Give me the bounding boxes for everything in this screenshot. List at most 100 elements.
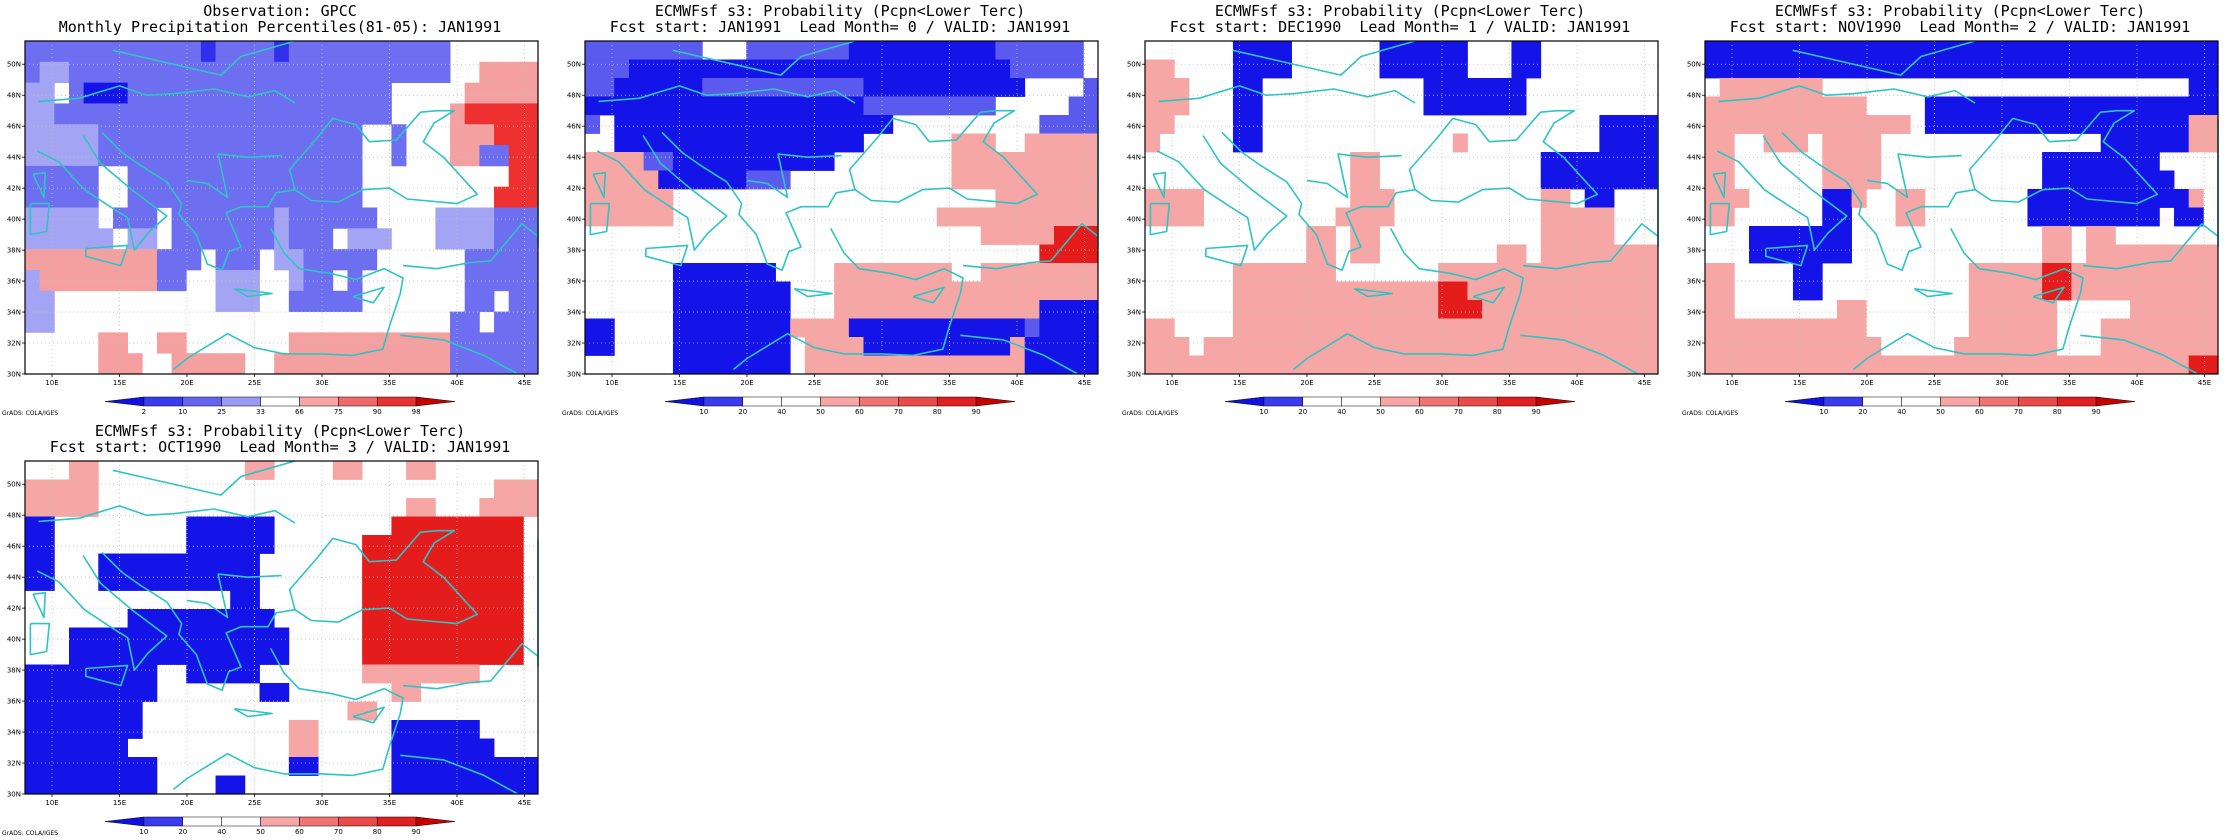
grid-cell bbox=[936, 300, 952, 319]
coastline bbox=[29, 202, 51, 236]
map-plot: 10E 15E 20E 25E 30E 35E 40E 45E50N48N46N44N42N4… bbox=[1687, 40, 2219, 416]
grid-cell bbox=[376, 590, 392, 610]
grid-cell bbox=[980, 281, 996, 301]
grid-cell bbox=[1526, 318, 1542, 338]
grid-cell bbox=[995, 189, 1011, 208]
grid-cell bbox=[1024, 59, 1040, 79]
grid-cell bbox=[39, 553, 55, 573]
grid-cell bbox=[672, 263, 688, 282]
grid-cell bbox=[834, 59, 850, 79]
grid-cell bbox=[834, 133, 850, 153]
grid-cell bbox=[25, 535, 41, 554]
grid-cell bbox=[127, 249, 143, 271]
grads-credit: GrADS: COLA/IGES bbox=[1122, 410, 1179, 417]
grid-cell bbox=[585, 41, 601, 60]
grid-cell bbox=[628, 78, 645, 97]
grid-cell bbox=[1807, 355, 1823, 375]
grid-cell bbox=[25, 572, 41, 591]
grid-cell bbox=[523, 290, 539, 312]
grid-cell bbox=[450, 646, 466, 665]
coastline bbox=[101, 551, 296, 692]
grid-cell bbox=[450, 535, 466, 554]
grid-cell bbox=[1379, 300, 1395, 319]
grid-cell bbox=[819, 59, 835, 79]
grid-cell bbox=[2042, 152, 2058, 171]
coastline bbox=[101, 131, 296, 272]
grid-cell bbox=[1482, 96, 1498, 116]
grid-cell bbox=[1836, 244, 1852, 264]
grid-cell bbox=[39, 720, 55, 739]
panel-title: ECMWFsf s3: Probability (Pcpn<Lower Terc… bbox=[94, 422, 466, 440]
grid-cell bbox=[2188, 189, 2204, 208]
coastline bbox=[962, 223, 1099, 270]
grid-cell bbox=[2100, 318, 2116, 338]
grid-cell bbox=[391, 757, 407, 776]
grid-cell bbox=[112, 738, 128, 758]
grid-cell bbox=[672, 41, 688, 60]
grid-cell bbox=[376, 646, 392, 665]
lat-tick-label: 42N bbox=[1127, 185, 1141, 193]
grid-cell bbox=[1895, 115, 1911, 134]
grid-cell bbox=[1836, 96, 1852, 116]
coastline bbox=[38, 85, 296, 104]
grid-cell bbox=[1778, 59, 1794, 79]
grid-cell bbox=[2071, 189, 2087, 208]
lon-tick-label: 20E bbox=[740, 379, 753, 387]
grid-cell bbox=[614, 207, 630, 227]
coastlines bbox=[29, 460, 539, 795]
grid-cell bbox=[951, 133, 967, 153]
grid-cell bbox=[230, 269, 246, 292]
grid-cell bbox=[244, 165, 260, 188]
grid-cell bbox=[1232, 337, 1248, 356]
grid-cell bbox=[25, 311, 41, 333]
grid-cell bbox=[230, 207, 246, 229]
grid-cell bbox=[83, 738, 99, 758]
grid-cell bbox=[1924, 96, 1940, 116]
grid-cell bbox=[804, 115, 820, 134]
grid-cell bbox=[1423, 59, 1439, 79]
coastline bbox=[1205, 244, 1249, 267]
grid-cell bbox=[68, 683, 85, 702]
grid-cell bbox=[435, 738, 451, 758]
grid-cell bbox=[464, 228, 480, 250]
grid-cell bbox=[25, 145, 41, 167]
grid-cell bbox=[406, 498, 422, 517]
grid-cell bbox=[112, 757, 128, 776]
grid-cell bbox=[1968, 337, 1984, 356]
grid-cell bbox=[2027, 263, 2043, 282]
grid-cell bbox=[376, 572, 392, 591]
grid-cell bbox=[2115, 207, 2131, 227]
colorbar: 10 20 40 50 60 70 80 90 bbox=[104, 816, 456, 836]
grid-cell bbox=[215, 269, 231, 292]
grid-cell bbox=[922, 355, 938, 375]
grid-cell bbox=[2188, 263, 2204, 282]
grid-cell bbox=[1968, 300, 1984, 319]
grid-cell bbox=[2130, 133, 2146, 153]
lat-tick-label: 36N bbox=[1687, 278, 1701, 286]
grid-cell bbox=[907, 337, 923, 356]
grid-cell bbox=[406, 627, 422, 647]
lon-tick-label: 25E bbox=[248, 799, 261, 807]
grid-cell bbox=[1394, 318, 1410, 338]
lon-tick-label: 35E bbox=[2063, 379, 2076, 387]
grid-cell bbox=[332, 124, 348, 146]
coastline bbox=[1306, 153, 1402, 199]
grid-cell bbox=[585, 152, 601, 171]
grid-cell bbox=[1555, 355, 1571, 375]
grid-cell bbox=[1320, 355, 1336, 375]
panel-subtitle: Fcst start: JAN1991 Lead Month= 0 / VALI… bbox=[609, 18, 1071, 36]
grid-cell bbox=[494, 61, 510, 84]
grid-cell bbox=[200, 186, 216, 208]
grid-cell bbox=[1836, 59, 1852, 79]
grid-cell bbox=[508, 516, 524, 536]
grid-cell bbox=[362, 249, 378, 271]
grid-cell bbox=[1039, 281, 1055, 301]
lat-tick-label: 30N bbox=[7, 791, 21, 799]
grid-cell bbox=[288, 249, 304, 271]
grid-cell bbox=[464, 124, 480, 146]
lon-tick-label: 30E bbox=[1435, 379, 1448, 387]
grid-cell bbox=[1998, 318, 2014, 338]
grid-cell bbox=[658, 207, 674, 227]
grid-cell bbox=[303, 165, 319, 188]
grid-cell bbox=[614, 115, 630, 134]
